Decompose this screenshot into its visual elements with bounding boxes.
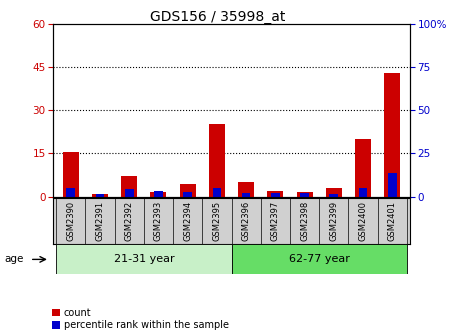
- Bar: [329, 194, 338, 197]
- Bar: [271, 193, 280, 197]
- Bar: [238, 182, 254, 197]
- Bar: [267, 191, 283, 197]
- Bar: [232, 244, 407, 274]
- Bar: [359, 188, 367, 197]
- Text: GSM2390: GSM2390: [66, 201, 75, 241]
- Text: GSM2396: GSM2396: [242, 201, 250, 241]
- Bar: [96, 194, 104, 197]
- Bar: [183, 192, 192, 197]
- Bar: [355, 139, 371, 197]
- Text: GSM2394: GSM2394: [183, 201, 192, 241]
- Bar: [326, 188, 342, 197]
- Text: age: age: [5, 254, 24, 264]
- Bar: [92, 194, 108, 197]
- Text: GSM2397: GSM2397: [271, 201, 280, 241]
- Bar: [213, 188, 221, 197]
- Bar: [388, 173, 397, 197]
- Text: GSM2398: GSM2398: [300, 201, 309, 241]
- Text: GSM2399: GSM2399: [329, 201, 338, 241]
- Bar: [384, 73, 400, 197]
- Bar: [63, 152, 79, 197]
- Bar: [66, 188, 75, 197]
- Text: GSM2401: GSM2401: [388, 201, 397, 241]
- Bar: [125, 189, 134, 197]
- Text: GSM2393: GSM2393: [154, 201, 163, 241]
- Text: 21-31 year: 21-31 year: [113, 254, 174, 264]
- Bar: [150, 192, 167, 197]
- Text: GSM2392: GSM2392: [125, 201, 134, 241]
- Bar: [242, 193, 250, 197]
- Bar: [154, 192, 163, 197]
- Text: GSM2395: GSM2395: [213, 201, 221, 241]
- Text: GSM2391: GSM2391: [95, 201, 105, 241]
- Bar: [121, 176, 137, 197]
- Bar: [296, 192, 313, 197]
- Text: GSM2400: GSM2400: [358, 201, 368, 241]
- Bar: [209, 124, 225, 197]
- Bar: [180, 183, 196, 197]
- Text: 62-77 year: 62-77 year: [289, 254, 350, 264]
- Text: GDS156 / 35998_at: GDS156 / 35998_at: [150, 10, 285, 24]
- Bar: [300, 193, 309, 197]
- Legend: count, percentile rank within the sample: count, percentile rank within the sample: [51, 307, 230, 331]
- Bar: [56, 244, 232, 274]
